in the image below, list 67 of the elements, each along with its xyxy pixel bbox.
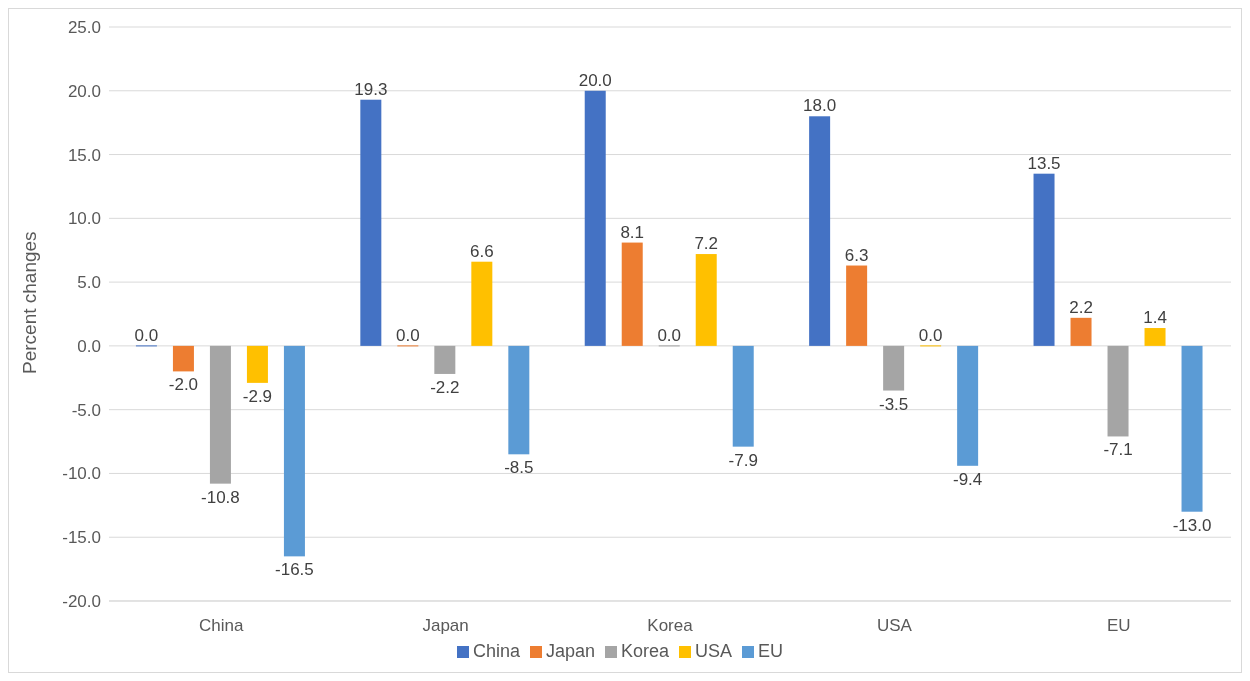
data-label: -2.2 [430, 377, 460, 397]
bar [1070, 317, 1092, 346]
data-label: 0.0 [396, 325, 420, 345]
bar [172, 345, 194, 372]
data-label: 8.1 [620, 222, 645, 242]
data-label: 7.2 [694, 234, 719, 254]
bar [246, 345, 268, 383]
bar [1107, 345, 1129, 437]
data-label: -2.0 [168, 375, 199, 395]
y-tick-label: -20.0 [62, 592, 101, 612]
data-label: -7.9 [728, 450, 758, 470]
data-label: -8.5 [504, 458, 534, 478]
y-tick-label: 20.0 [67, 81, 101, 101]
y-tick-label: 10.0 [67, 209, 101, 229]
data-label: 0.0 [134, 325, 159, 345]
data-label: -9.4 [952, 469, 983, 489]
data-label: -3.5 [878, 394, 909, 414]
data-label: 2.2 [1069, 297, 1093, 317]
bar [434, 345, 456, 374]
data-label: 6.3 [844, 245, 869, 265]
bar [360, 99, 382, 346]
bar [1144, 328, 1166, 346]
bar [1033, 173, 1055, 346]
data-label: 20.0 [578, 70, 612, 90]
legend-label: USA [695, 641, 733, 661]
data-label: 0.0 [657, 325, 682, 345]
data-label: 0.0 [918, 325, 943, 345]
data-label: -16.5 [275, 560, 314, 580]
y-tick-label: -5.0 [71, 400, 101, 420]
legend-label: China [472, 641, 520, 661]
legend-label: Japan [545, 641, 595, 661]
data-label: -13.0 [1172, 515, 1212, 535]
data-label: -2.9 [242, 386, 273, 406]
data-label: 13.5 [1027, 153, 1061, 173]
bar [732, 345, 754, 447]
bar [209, 345, 231, 484]
y-tick-label: 25.0 [67, 18, 101, 38]
legend-label: EU [758, 641, 784, 661]
data-label: -10.8 [201, 487, 240, 507]
data-label: 1.4 [1143, 308, 1167, 328]
y-axis-title: Percent changes [18, 231, 40, 374]
bar [809, 116, 831, 346]
x-tick-label: Japan [422, 616, 469, 636]
y-tick-label: 0.0 [77, 336, 101, 356]
bar [957, 345, 979, 466]
data-label: -7.1 [1103, 440, 1133, 460]
bar [584, 90, 606, 346]
bar [471, 261, 493, 346]
bar [883, 345, 905, 391]
bar [1181, 345, 1203, 512]
data-label: 6.6 [470, 241, 494, 261]
bar [695, 254, 717, 346]
x-tick-label: China [198, 616, 244, 636]
x-tick-label: Korea [647, 616, 694, 636]
bar [508, 345, 530, 455]
data-label: 19.3 [354, 79, 388, 99]
data-label: 18.0 [803, 96, 837, 116]
bar [621, 242, 643, 346]
y-tick-label: 15.0 [67, 145, 101, 165]
legend-label: Korea [621, 641, 670, 661]
y-tick-label: -15.0 [62, 528, 101, 548]
x-tick-label: USA [876, 616, 913, 636]
x-tick-label: EU [1106, 616, 1131, 636]
y-tick-label: -10.0 [62, 464, 101, 484]
bar [283, 345, 305, 557]
bar [846, 265, 868, 346]
y-tick-label: 5.0 [77, 273, 101, 293]
